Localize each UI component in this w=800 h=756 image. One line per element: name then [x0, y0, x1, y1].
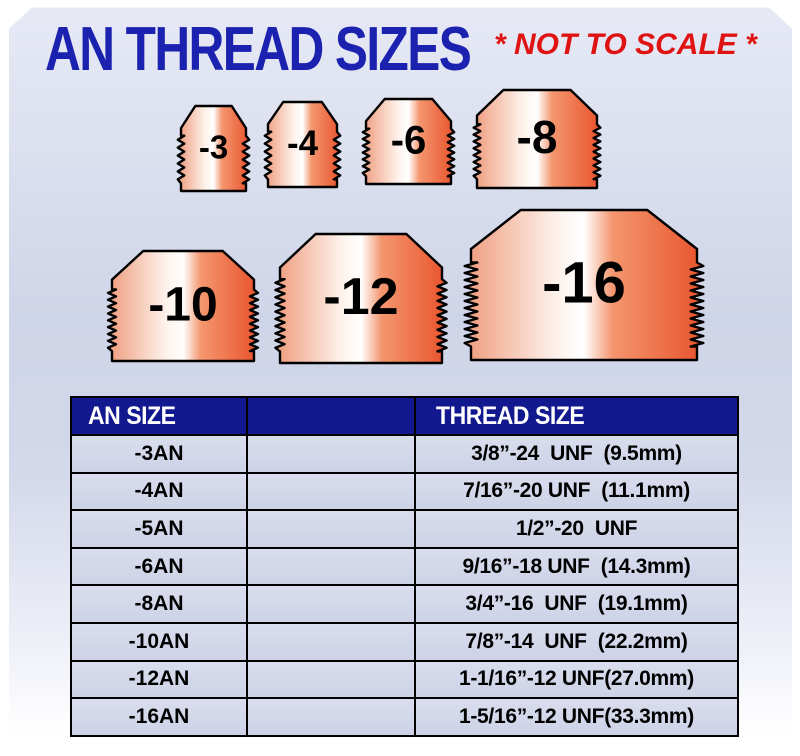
svg-text:-3: -3	[199, 128, 228, 165]
svg-text:-10: -10	[148, 278, 217, 331]
svg-text:-4: -4	[287, 124, 319, 163]
svg-text:-12: -12	[323, 268, 398, 326]
svg-text:-16: -16	[542, 250, 626, 315]
svg-text:-8: -8	[517, 111, 558, 163]
svg-text:-6: -6	[391, 119, 427, 163]
